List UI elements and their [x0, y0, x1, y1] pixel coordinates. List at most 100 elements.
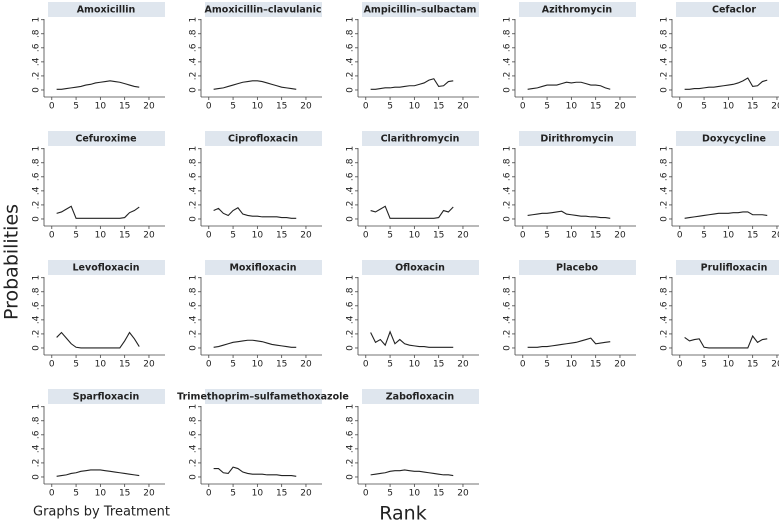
- data-line: [527, 337, 611, 348]
- y-tick-label: 0: [189, 345, 199, 351]
- y-tick-label: .2: [503, 330, 513, 339]
- y-tick-label: 0: [346, 87, 356, 93]
- data-line: [527, 81, 611, 90]
- x-tick-label: 0: [363, 360, 369, 370]
- x-tick-label: 10: [566, 360, 578, 370]
- x-tick-label: 5: [701, 102, 707, 112]
- panel-title-strip: [362, 2, 479, 17]
- y-tick-label: .8: [189, 29, 199, 38]
- panel-title-strip: [205, 389, 322, 404]
- y-tick-label: .4: [503, 315, 513, 324]
- x-tick-label: 5: [387, 360, 393, 370]
- data-line: [370, 78, 454, 90]
- x-tick-label: 10: [723, 102, 735, 112]
- panel-title-strip: [48, 389, 165, 404]
- y-tick-label: 0: [660, 87, 670, 93]
- x-tick-label: 15: [119, 489, 130, 499]
- x-tick-label: 0: [520, 360, 526, 370]
- y-tick-label: .2: [660, 72, 670, 81]
- y-tick-label: 0: [189, 474, 199, 480]
- x-tick-label: 0: [677, 231, 683, 241]
- x-tick-label: 10: [95, 231, 107, 241]
- x-tick-label: 5: [73, 102, 79, 112]
- y-tick-label: .2: [189, 72, 199, 81]
- y-tick-label: .4: [189, 444, 199, 453]
- y-tick-label: .2: [189, 459, 199, 468]
- data-line: [56, 469, 140, 477]
- panel-title: Prulifloxacin: [701, 263, 768, 274]
- panel-title: Moxifloxacin: [229, 263, 296, 274]
- x-tick-label: 5: [73, 231, 79, 241]
- x-tick-label: 0: [206, 231, 212, 241]
- x-tick-label: 0: [49, 231, 55, 241]
- y-tick-label: 0: [32, 216, 42, 222]
- y-tick-label: .6: [189, 430, 199, 439]
- x-tick-label: 0: [49, 102, 55, 112]
- x-tick-label: 10: [566, 102, 578, 112]
- x-tick-label: 15: [119, 360, 130, 370]
- y-tick-label: .6: [346, 172, 356, 181]
- x-tick-label: 20: [457, 360, 469, 370]
- x-tick-label: 0: [363, 231, 369, 241]
- x-tick-label: 0: [520, 231, 526, 241]
- panel-title-strip: [519, 131, 636, 146]
- panel-title-strip: [676, 2, 779, 17]
- panel-title-strip: [519, 2, 636, 17]
- y-tick-label: 0: [503, 87, 513, 93]
- y-tick-label: 0: [346, 345, 356, 351]
- x-tick-label: 20: [771, 360, 779, 370]
- y-tick-label: .8: [32, 416, 42, 425]
- x-tick-label: 15: [433, 102, 444, 112]
- y-tick-label: .8: [660, 158, 670, 167]
- y-tick-label: .4: [660, 315, 670, 324]
- x-tick-label: 5: [701, 231, 707, 241]
- panel-title: Ampicillin–sulbactam: [364, 5, 477, 16]
- y-tick-label: 1: [189, 146, 199, 152]
- panel-title-strip: [48, 260, 165, 275]
- x-tick-label: 5: [387, 489, 393, 499]
- y-tick-label: .4: [503, 186, 513, 195]
- x-tick-label: 15: [747, 360, 758, 370]
- y-tick-label: .2: [503, 72, 513, 81]
- y-tick-label: .6: [660, 172, 670, 181]
- x-tick-label: 0: [49, 489, 55, 499]
- x-tick-label: 5: [387, 231, 393, 241]
- x-tick-label: 15: [276, 231, 287, 241]
- panel-title-strip: [362, 260, 479, 275]
- data-line: [527, 210, 611, 219]
- y-tick-label: .2: [32, 459, 42, 468]
- x-tick-label: 20: [300, 489, 312, 499]
- panel-title: Amoxicillin–clavulanic: [205, 5, 322, 16]
- y-tick-label: .6: [660, 43, 670, 52]
- y-tick-label: .4: [660, 186, 670, 195]
- panel-title: Placebo: [556, 263, 599, 274]
- y-tick-label: .8: [660, 29, 670, 38]
- x-tick-label: 5: [701, 360, 707, 370]
- x-tick-label: 0: [206, 360, 212, 370]
- x-tick-label: 10: [252, 489, 264, 499]
- y-tick-label: .6: [503, 301, 513, 310]
- x-tick-label: 20: [300, 102, 312, 112]
- panel-title: Clarithromycin: [381, 134, 460, 145]
- x-tick-label: 15: [276, 102, 287, 112]
- x-tick-label: 20: [614, 102, 626, 112]
- y-tick-label: .4: [660, 57, 670, 66]
- y-tick-label: .8: [32, 158, 42, 167]
- x-tick-label: 0: [49, 360, 55, 370]
- data-line: [370, 469, 454, 477]
- x-axis-label: Rank: [379, 503, 426, 523]
- x-tick-label: 15: [590, 102, 601, 112]
- x-tick-label: 10: [252, 360, 264, 370]
- y-tick-label: 0: [346, 474, 356, 480]
- y-tick-label: 0: [32, 87, 42, 93]
- y-tick-label: .2: [32, 201, 42, 210]
- y-tick-label: .4: [32, 315, 42, 324]
- x-tick-label: 15: [747, 102, 758, 112]
- y-tick-label: 1: [503, 146, 513, 152]
- y-tick-label: .6: [660, 301, 670, 310]
- y-tick-label: 0: [503, 216, 513, 222]
- y-axis-label: Probabilities: [1, 204, 23, 320]
- data-line: [684, 334, 768, 349]
- panel-title-strip: [362, 389, 479, 404]
- y-tick-label: .8: [346, 29, 356, 38]
